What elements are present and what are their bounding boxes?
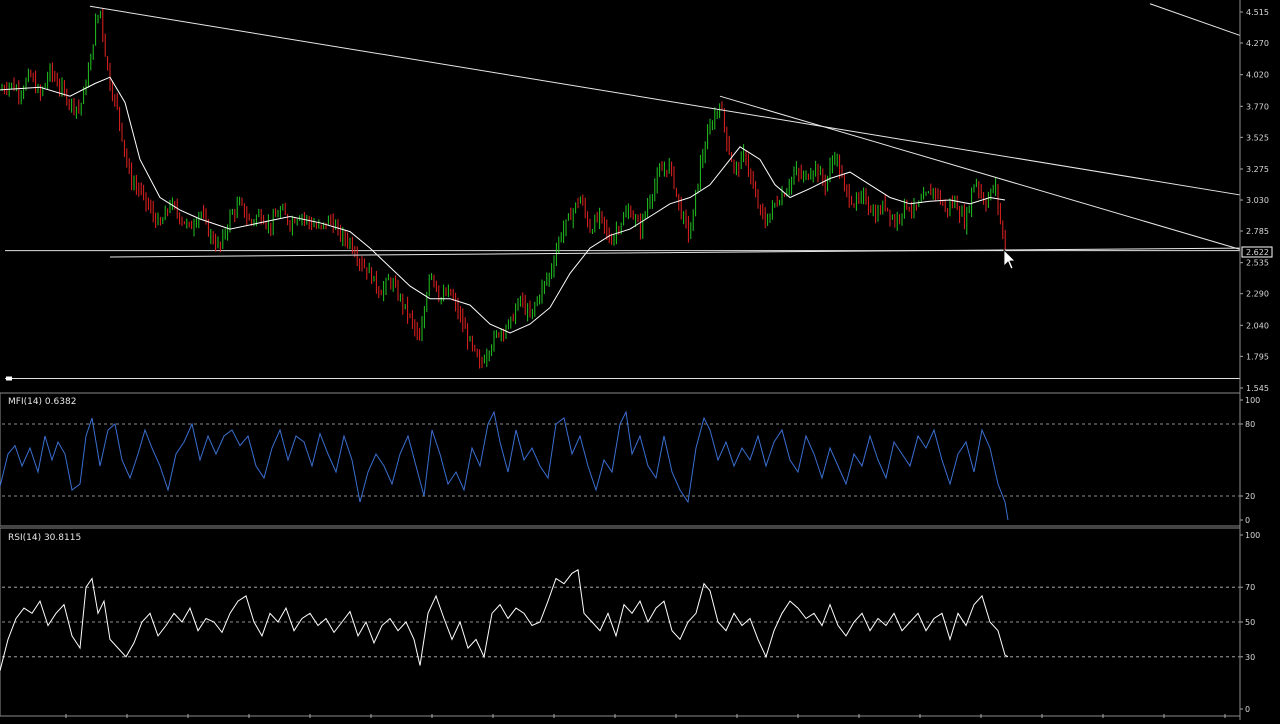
price-tick-label: 3.525	[1246, 133, 1269, 142]
indicator-tick-label: 50	[1245, 618, 1255, 627]
price-axis: 4.515 4.270 4.020 3.770 3.525 3.275 3.030 2.785…	[1240, 8, 1269, 393]
rsi-panel[interactable]: RSI(14) 30.8115 100 70 50 30 0	[0, 527, 1260, 717]
time-axis	[65, 714, 1226, 718]
price-tick-label: 4.020	[1246, 71, 1269, 80]
indicator-tick-label: 30	[1245, 653, 1255, 662]
mfi-line	[0, 410, 1009, 521]
indicator-tick-label: 70	[1245, 583, 1255, 592]
price-tick-label: 1.795	[1246, 352, 1269, 361]
price-tick-label: 4.270	[1246, 39, 1269, 48]
price-tick-label: 3.275	[1246, 165, 1269, 174]
price-tick-label: 1.545	[1246, 384, 1269, 393]
indicator-tick-label: 100	[1245, 531, 1260, 540]
trendline[interactable]	[109, 247, 1241, 258]
indicator-tick-label: 0	[1245, 705, 1250, 714]
trendline[interactable]	[719, 95, 1241, 250]
price-tick-label: 3.030	[1246, 196, 1269, 205]
mfi-axis: 100 80 20 0	[1240, 396, 1260, 525]
price-tick-label: 2.290	[1246, 290, 1269, 299]
price-tick-label: 4.515	[1246, 8, 1269, 17]
indicator-tick-label: 20	[1245, 492, 1255, 501]
mfi-levels	[2, 423, 1240, 497]
indicator-tick-label: 100	[1245, 396, 1260, 405]
indicator-tick-label: 0	[1245, 516, 1250, 525]
moving-average-line	[0, 76, 1006, 334]
price-tick-label: 2.535	[1246, 259, 1269, 268]
price-tick-label: 2.040	[1246, 321, 1269, 330]
rsi-line	[0, 568, 1009, 671]
indicator-tick-label: 80	[1245, 420, 1255, 429]
price-grid	[5, 250, 1240, 381]
price-tick-label: 3.770	[1246, 102, 1269, 111]
trendline[interactable]	[1149, 3, 1241, 36]
last-price-box	[1241, 246, 1273, 258]
rsi-levels	[2, 586, 1240, 658]
line-handle[interactable]	[6, 376, 12, 381]
last-price-label: 2.622	[1246, 248, 1269, 257]
candlestick-series	[1, 8, 1006, 369]
mfi-panel[interactable]: MFI(14) 0.6382 100 80 20 0	[0, 392, 1260, 527]
trendline[interactable]	[89, 5, 1241, 196]
rsi-label: RSI(14) 30.8115	[8, 533, 81, 543]
last-price-tag: 2.622	[1241, 246, 1273, 258]
mouse-cursor-icon	[1003, 249, 1016, 270]
trendlines[interactable]	[89, 3, 1241, 258]
price-tick-label: 2.785	[1246, 227, 1269, 236]
mfi-label: MFI(14) 0.6382	[8, 397, 76, 407]
price-panel[interactable]: 4.515 4.270 4.020 3.770 3.525 3.275 3.030 2.785…	[0, 3, 1273, 393]
